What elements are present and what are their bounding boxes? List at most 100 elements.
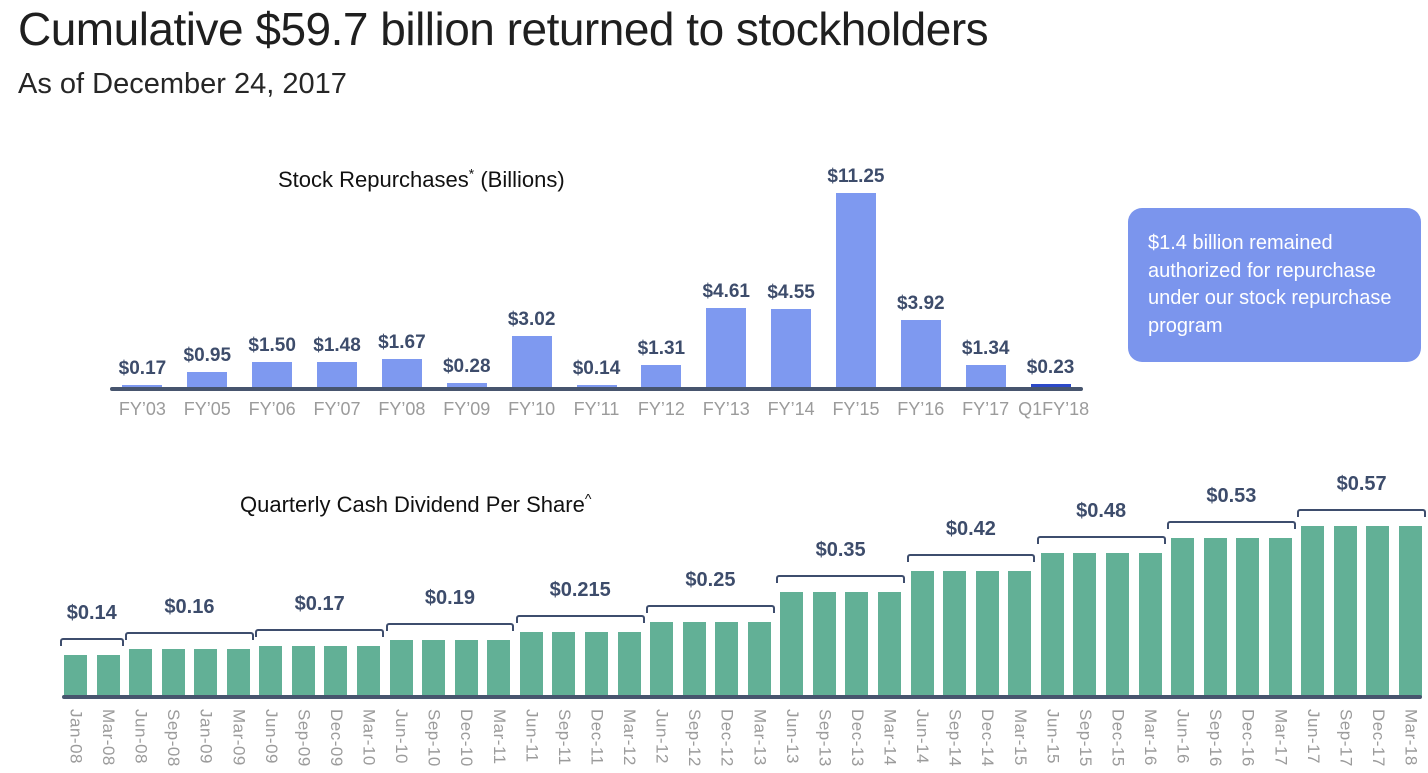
dividend-group-bracket bbox=[646, 605, 775, 613]
dividend-bar bbox=[910, 571, 934, 697]
dividend-bar bbox=[845, 592, 869, 697]
dividend-bar bbox=[943, 571, 967, 697]
stock-repurchases-plot: $0.17 $0.95 $1.50 $1.48 $1.67 $0.28 $3.02 $0.14… bbox=[110, 166, 1083, 388]
stock-repurchases-x-axis bbox=[110, 387, 1083, 391]
dividend-bar bbox=[519, 632, 543, 697]
dividend-category-label: Jun-11 bbox=[522, 709, 542, 763]
dividend-category-label: Dec-14 bbox=[978, 709, 998, 767]
dividend-group-label: $0.215 bbox=[549, 579, 611, 601]
repurchase-category-label: FY’03 bbox=[118, 399, 166, 419]
dividend-category-label: Jun-13 bbox=[782, 709, 802, 764]
dividend-category-label: Mar-12 bbox=[620, 709, 640, 766]
repurchase-bar bbox=[900, 320, 941, 388]
repurchase-value-label: $3.92 bbox=[897, 293, 945, 314]
dividend-category-label: Mar-14 bbox=[880, 709, 900, 766]
dividend-bar bbox=[1008, 571, 1032, 697]
dividend-group-bracket bbox=[1036, 536, 1166, 544]
dividend-group-bracket bbox=[1297, 509, 1426, 517]
dividend-bar bbox=[1333, 526, 1357, 697]
dividend-group-bracket bbox=[1167, 521, 1296, 529]
dividend-bar bbox=[715, 622, 739, 697]
dividend-bar bbox=[1138, 553, 1162, 697]
repurchase-value-label: $3.02 bbox=[507, 309, 556, 330]
dividend-category-label: Sep-17 bbox=[1336, 709, 1356, 767]
dividend-bar bbox=[96, 655, 120, 697]
repurchase-value-label: $1.48 bbox=[313, 335, 361, 356]
dividend-group-bracket bbox=[60, 638, 124, 646]
dividend-group-bracket bbox=[515, 615, 645, 623]
dividend-bar bbox=[747, 622, 771, 697]
dividend-group-bracket bbox=[906, 554, 1036, 562]
dividend-plot: $0.14 $0.16 $0.17 $0.19 $0.215 $0.25 $0.35 $0.4… bbox=[60, 473, 1426, 697]
repurchase-category-label: FY’15 bbox=[832, 399, 880, 419]
dividend-bar bbox=[1073, 553, 1097, 697]
dividend-category-label: Mar-08 bbox=[99, 709, 119, 766]
repurchase-bar bbox=[317, 362, 358, 388]
repurchase-authorization-callout: $1.4 billion remained authorized for rep… bbox=[1128, 208, 1421, 363]
dividend-category-label: Mar-17 bbox=[1271, 709, 1291, 766]
dividend-bar bbox=[1040, 553, 1064, 697]
dividend-category-row: Jan-08 Mar-08 Jun-08 Sep-08 Jan-09 Mar-09 Jun-… bbox=[64, 709, 1422, 773]
repurchase-value-label: $0.23 bbox=[1026, 357, 1075, 378]
dividend-category-label: Sep-15 bbox=[1075, 709, 1095, 767]
dividend-group-label: $0.16 bbox=[164, 596, 215, 618]
repurchase-category-label: FY’10 bbox=[508, 399, 556, 419]
dividend-group-label: $0.19 bbox=[424, 587, 475, 609]
dividend-bar bbox=[64, 655, 87, 697]
dividend-bar bbox=[1366, 526, 1390, 697]
dividend-bar bbox=[780, 592, 804, 697]
dividend-group-label: $0.17 bbox=[294, 593, 345, 615]
stock-repurchases-chart-title: Stock Repurchases* (Billions) bbox=[278, 167, 565, 193]
repurchase-value-label: $0.95 bbox=[183, 345, 232, 366]
dividend-category-label: Mar-10 bbox=[359, 709, 379, 766]
dividend-category-label: Sep-08 bbox=[164, 709, 184, 767]
repurchase-category-label: FY’06 bbox=[248, 399, 296, 419]
dividend-category-label: Jun-10 bbox=[392, 709, 412, 764]
dividend-category-label: Mar-18 bbox=[1401, 709, 1421, 766]
dividend-group-label: $0.42 bbox=[945, 518, 996, 540]
repurchase-value-label: $0.28 bbox=[442, 356, 491, 377]
footnote-asterisk: * bbox=[468, 165, 475, 182]
repurchase-value-label: $0.14 bbox=[572, 358, 621, 379]
dividend-category-label: Sep-12 bbox=[685, 709, 705, 767]
repurchase-value-label: $0.17 bbox=[118, 358, 167, 379]
repurchase-category-label: FY’16 bbox=[897, 399, 945, 419]
dividend-category-label: Dec-10 bbox=[457, 709, 477, 767]
dividend-group-bracket bbox=[385, 623, 515, 631]
dividend-title-text: Quarterly Cash Dividend Per Share bbox=[240, 492, 585, 517]
dividend-group-bracket bbox=[125, 632, 254, 640]
dividend-category-label: Jan-08 bbox=[66, 709, 86, 764]
dividend-category-label: Dec-16 bbox=[1238, 709, 1258, 767]
repurchase-category-label: FY’09 bbox=[443, 399, 491, 419]
repurchase-bar bbox=[122, 385, 163, 388]
dividend-bar bbox=[487, 640, 511, 697]
repurchase-category-label: FY’12 bbox=[637, 399, 685, 419]
repurchase-bar bbox=[187, 372, 228, 388]
dividend-bar bbox=[1399, 526, 1422, 697]
dividend-bar bbox=[617, 632, 641, 697]
repurchase-bar bbox=[965, 365, 1006, 388]
dividend-bar bbox=[259, 646, 283, 697]
dividend-bar bbox=[161, 649, 185, 697]
dividend-category-label: Mar-15 bbox=[1010, 709, 1030, 766]
repurchase-bar bbox=[381, 359, 422, 388]
dividend-bar bbox=[1171, 538, 1195, 697]
dividend-group-label: $0.35 bbox=[815, 539, 866, 561]
dividend-category-label: Mar-09 bbox=[229, 709, 249, 766]
repurchase-value-label: $1.31 bbox=[637, 338, 686, 359]
dividend-group-label: $0.57 bbox=[1336, 473, 1387, 495]
repurchase-category-label: FY’07 bbox=[313, 399, 361, 419]
dividend-bar bbox=[324, 646, 348, 697]
stock-repurchases-title-units: (Billions) bbox=[474, 167, 565, 192]
repurchase-category-label: FY’13 bbox=[702, 399, 750, 419]
dividend-category-label: Dec-11 bbox=[587, 709, 607, 766]
dividend-group-bracket bbox=[776, 575, 905, 583]
dividend-x-axis bbox=[62, 695, 1422, 699]
repurchase-value-label: $1.34 bbox=[961, 338, 1010, 359]
dividend-bar bbox=[454, 640, 478, 697]
dividend-category-label: Sep-16 bbox=[1206, 709, 1226, 767]
repurchase-value-label: $4.55 bbox=[767, 282, 815, 303]
repurchase-value-label: $11.25 bbox=[827, 166, 885, 187]
dividend-category-label: Dec-09 bbox=[326, 709, 346, 767]
dividend-category-label: Jun-12 bbox=[652, 709, 672, 764]
